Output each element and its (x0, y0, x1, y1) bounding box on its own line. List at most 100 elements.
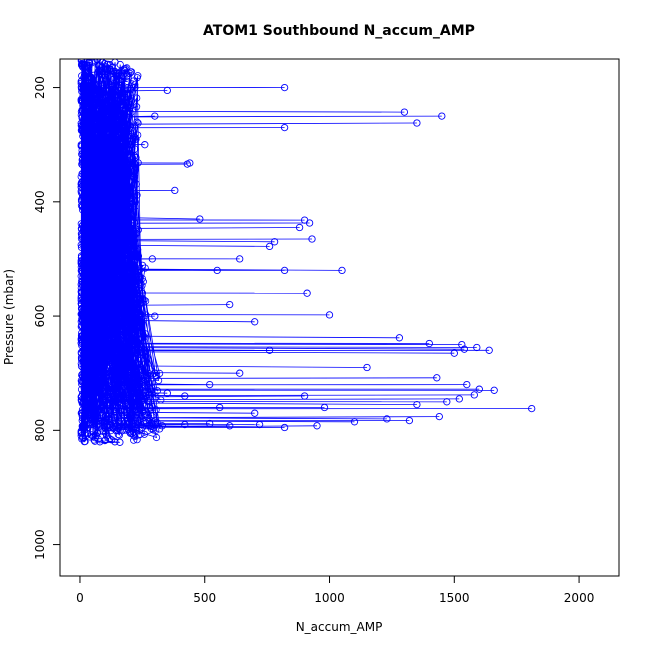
data-point (134, 131, 142, 139)
data-point (138, 423, 147, 432)
data-point (126, 226, 134, 235)
data-point (79, 88, 87, 96)
data-point (118, 154, 126, 162)
data-point (80, 250, 88, 258)
data-point (128, 371, 136, 379)
data-point (84, 123, 92, 131)
series-line-segment (106, 110, 405, 113)
data-point (81, 400, 89, 408)
data-point (103, 229, 112, 237)
data-point (151, 369, 159, 377)
data-point (121, 354, 129, 362)
data-point (95, 98, 103, 106)
data-point (86, 74, 95, 82)
data-point (107, 332, 115, 340)
data-point (77, 332, 86, 340)
data-point (91, 211, 99, 219)
data-point (104, 217, 112, 225)
data-point (96, 144, 104, 152)
data-point (140, 430, 148, 438)
data-point (131, 202, 139, 210)
data-point (135, 303, 143, 311)
data-point (112, 144, 121, 152)
data-point (413, 400, 421, 409)
data-point (81, 275, 89, 283)
data-point (93, 176, 101, 184)
data-point (103, 359, 111, 367)
data-point (102, 63, 110, 71)
series-line-segment (101, 395, 305, 398)
data-point (116, 438, 124, 446)
data-point (107, 204, 115, 212)
data-point (95, 75, 103, 83)
data-point (255, 420, 264, 429)
data-point (118, 314, 126, 323)
data-point (91, 59, 99, 66)
data-point (95, 296, 103, 304)
data-point (108, 257, 116, 265)
data-point (134, 226, 142, 234)
data-point (108, 177, 116, 185)
series-line-segment (107, 402, 417, 406)
data-point (295, 223, 304, 232)
data-point (280, 83, 289, 92)
series-line-segment (98, 411, 255, 414)
data-point (140, 333, 148, 341)
data-point (350, 418, 359, 426)
series-line-segment (110, 372, 240, 374)
data-point (138, 281, 146, 289)
data-point (109, 323, 118, 331)
data-point (78, 206, 87, 214)
data-point (78, 267, 86, 275)
plot-data-layer (77, 59, 536, 446)
data-point (88, 226, 97, 234)
data-point (100, 126, 108, 134)
data-point (79, 347, 87, 355)
data-point (119, 225, 127, 233)
data-point (163, 389, 171, 397)
data-point (102, 415, 111, 423)
data-point (87, 220, 95, 228)
data-point (83, 216, 91, 224)
data-point (93, 356, 102, 365)
data-point (130, 219, 138, 227)
data-point (88, 314, 96, 322)
data-point (79, 97, 87, 105)
y-axis: 200 400 600 800 1000 (33, 76, 61, 560)
data-point (96, 312, 104, 321)
data-point (236, 255, 244, 263)
data-point (78, 106, 86, 114)
data-point (80, 438, 89, 446)
data-point (104, 90, 112, 98)
data-point (91, 437, 99, 445)
data-point (87, 344, 95, 352)
data-point (79, 83, 87, 91)
y-axis-label: Pressure (mbar) (2, 269, 16, 365)
data-point (105, 315, 113, 323)
data-point (79, 372, 87, 381)
data-point (120, 108, 128, 116)
data-point (88, 104, 96, 113)
data-point (124, 334, 132, 342)
series-line-segment (98, 398, 145, 401)
data-point (90, 361, 98, 369)
data-point (98, 127, 106, 135)
data-point (113, 69, 121, 77)
data-point (130, 436, 138, 444)
data-point (104, 133, 112, 141)
series-line-segment (117, 347, 465, 350)
data-point (134, 322, 142, 330)
data-point (79, 260, 87, 268)
data-point (87, 218, 95, 226)
data-point (133, 74, 141, 82)
series-line-segment (94, 115, 442, 118)
data-point (91, 407, 99, 415)
data-point (108, 284, 116, 292)
data-point (88, 201, 96, 209)
data-point (108, 214, 116, 222)
data-point (112, 331, 120, 339)
data-point (438, 112, 446, 120)
data-point (80, 71, 89, 79)
data-point (91, 260, 100, 268)
data-point (95, 288, 103, 297)
